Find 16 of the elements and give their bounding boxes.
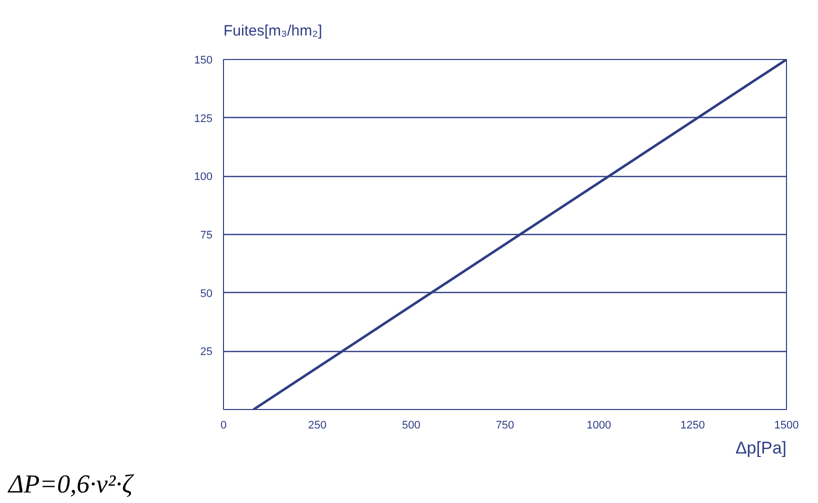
y-tick-label: 125 [194,112,213,125]
y-axis-title: Fuites[m₃/hm₂] [224,22,322,40]
x-tick-label: 1000 [586,420,612,432]
x-axis-title: Δp[Pa] [735,438,787,458]
x-tick-label: 250 [308,420,327,432]
x-tick-label: 0 [220,420,227,432]
y-tick-label: 100 [194,171,213,184]
x-tick-label: 750 [496,420,514,432]
x-tick-label: 500 [402,420,420,432]
y-tick-label: 25 [200,346,213,358]
text: ΔP=0,6·v²·ζ [8,470,134,498]
y-tick-label: 150 [194,54,213,66]
y-tick-label: 50 [200,288,213,300]
y-tick-label: 75 [200,230,213,242]
x-tick-label: 1250 [680,420,705,432]
x-tick-label: 1500 [774,420,799,432]
